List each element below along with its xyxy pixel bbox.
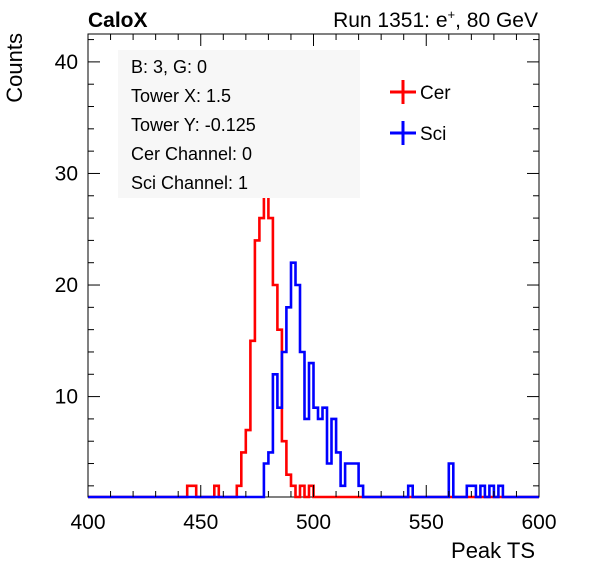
run-suffix: , 80 GeV <box>455 9 538 32</box>
legend-label-cer: Cer <box>420 83 451 104</box>
x-axis-title: Peak TS <box>451 538 535 563</box>
x-tick-label-1: 450 <box>183 511 218 534</box>
x-tick-label-2: 500 <box>296 511 331 534</box>
series-layer <box>88 127 539 499</box>
info-line-2: Tower Y: -0.125 <box>131 115 256 135</box>
info-line-0: B: 3, G: 0 <box>131 57 207 77</box>
info-line-1: Tower X: 1.5 <box>131 86 231 106</box>
legend-entry-sci: Sci <box>390 121 446 145</box>
y-tick-label-2: 30 <box>55 162 78 185</box>
tick-layer: 400 450 500 550 600 10 20 30 40 <box>55 34 557 534</box>
y-tick-label-1: 20 <box>55 274 78 297</box>
legend-label-sci: Sci <box>420 124 446 145</box>
x-tick-label-3: 550 <box>409 511 444 534</box>
run-title: Run 1351: e+, 80 GeV <box>333 7 538 32</box>
x-tick-label-0: 400 <box>70 511 105 534</box>
legend-entry-cer: Cer <box>390 80 451 104</box>
y-tick-label-0: 10 <box>55 386 78 409</box>
brand-label: CaloX <box>88 9 148 32</box>
info-line-3: Cer Channel: 0 <box>131 144 252 164</box>
legend: Cer Sci <box>390 80 451 145</box>
y-tick-label-3: 40 <box>55 51 78 74</box>
x-tick-label-4: 600 <box>521 511 556 534</box>
info-line-4: Sci Channel: 1 <box>131 173 248 193</box>
run-prefix: Run 1351: e <box>333 9 447 32</box>
series-sci-line <box>88 261 539 499</box>
info-box: B: 3, G: 0 Tower X: 1.5 Tower Y: -0.125 … <box>118 50 360 198</box>
run-superscript: + <box>448 7 456 22</box>
y-axis-title: Counts <box>2 33 27 103</box>
